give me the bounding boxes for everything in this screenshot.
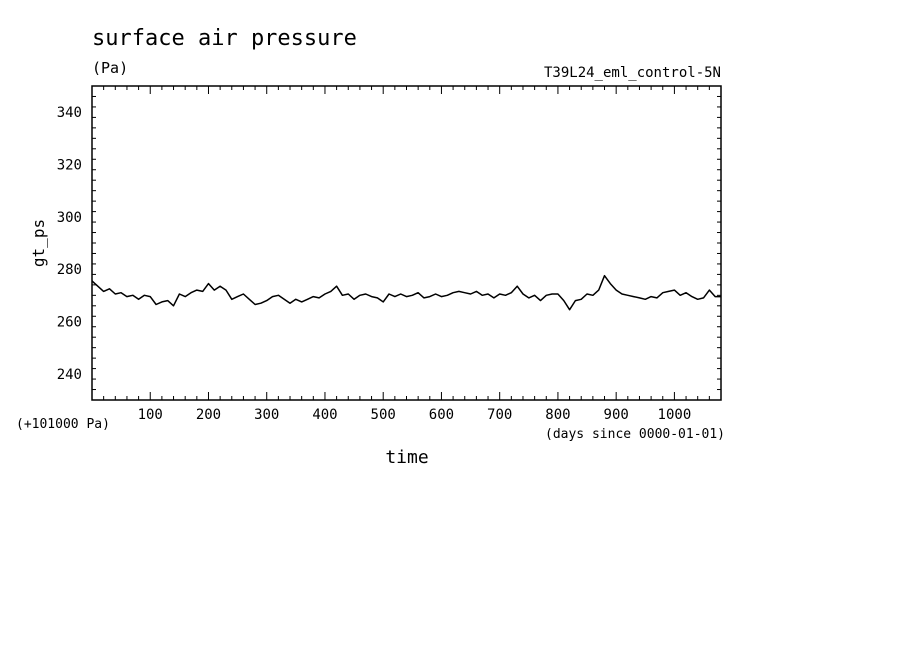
x-tick-label: 300 [254, 407, 279, 423]
y-offset-label: (+101000 Pa) [16, 417, 110, 432]
x-tick-label: 1000 [658, 407, 692, 423]
x-tick-label: 200 [196, 407, 221, 423]
y-tick-label: 340 [57, 105, 82, 121]
x-tick-label: 700 [487, 407, 512, 423]
y-tick-label: 260 [57, 315, 82, 331]
run-label: T39L24_eml_control-5N [544, 65, 721, 81]
y-tick-label: 240 [57, 367, 82, 383]
y-tick-label: 320 [57, 158, 82, 174]
x-units-label: (days since 0000-01-01) [545, 427, 725, 442]
chart-title: surface air pressure [92, 26, 357, 51]
plot-frame [91, 85, 722, 401]
y-axis-label: gt_ps [29, 219, 48, 267]
units-label: (Pa) [92, 59, 128, 77]
y-tick-label: 280 [57, 262, 82, 278]
x-tick-label: 500 [371, 407, 396, 423]
x-tick-label: 800 [545, 407, 570, 423]
y-tick-label: 300 [57, 210, 82, 226]
axes: 100 200 300 400 500 600 700 800 900 1000 240 260 280… [57, 85, 722, 423]
x-tick-label: 600 [429, 407, 454, 423]
x-axis-label: time [385, 447, 428, 468]
series-group [91, 274, 721, 311]
series-line [91, 274, 721, 311]
x-tick-label: 900 [604, 407, 629, 423]
x-tick-label: 400 [312, 407, 337, 423]
x-tick-label: 100 [138, 407, 163, 423]
